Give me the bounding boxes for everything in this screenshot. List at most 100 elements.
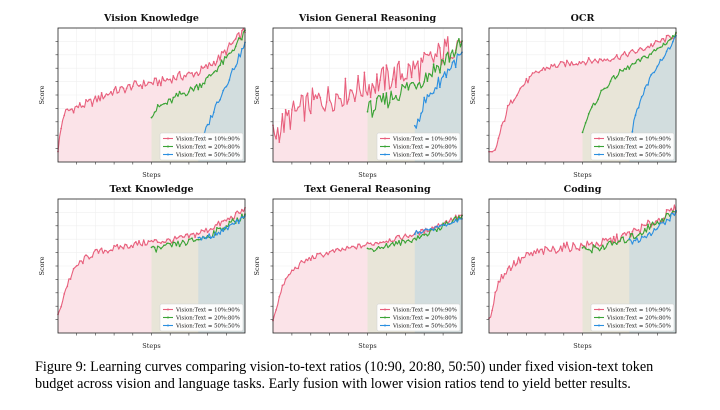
data-point bbox=[216, 233, 218, 236]
data-point bbox=[640, 235, 643, 238]
x-axis-label: Steps bbox=[573, 342, 591, 350]
data-point bbox=[135, 241, 137, 243]
data-point bbox=[575, 63, 578, 65]
data-point bbox=[175, 92, 178, 95]
chart-title: Text Knowledge bbox=[109, 184, 193, 195]
data-point bbox=[291, 109, 293, 111]
data-point bbox=[172, 75, 175, 77]
data-point bbox=[575, 247, 578, 250]
data-point bbox=[404, 241, 407, 244]
data-point bbox=[525, 77, 528, 80]
data-point bbox=[491, 309, 493, 312]
data-point bbox=[509, 269, 512, 272]
data-point bbox=[75, 105, 78, 108]
data-point bbox=[160, 247, 162, 250]
data-point bbox=[556, 250, 559, 253]
data-point bbox=[398, 99, 400, 102]
data-point bbox=[600, 58, 603, 61]
x-axis-label: Steps bbox=[358, 171, 376, 179]
data-point bbox=[407, 239, 410, 241]
data-point bbox=[631, 242, 634, 245]
data-point bbox=[662, 221, 665, 224]
data-point bbox=[322, 255, 325, 258]
legend-marker bbox=[167, 153, 169, 156]
data-point bbox=[547, 248, 550, 251]
data-point bbox=[647, 219, 649, 222]
data-point bbox=[566, 241, 568, 244]
data-point bbox=[581, 244, 584, 247]
data-point bbox=[335, 248, 337, 251]
data-point bbox=[587, 248, 590, 251]
data-point bbox=[344, 77, 347, 80]
data-point bbox=[178, 90, 181, 93]
legend-marker bbox=[167, 324, 169, 327]
data-point bbox=[445, 76, 448, 79]
data-point bbox=[650, 53, 652, 55]
data-point bbox=[404, 77, 407, 80]
data-point bbox=[606, 58, 609, 61]
data-point bbox=[156, 84, 159, 87]
data-point bbox=[178, 235, 181, 238]
data-point bbox=[372, 86, 375, 89]
data-point bbox=[287, 273, 290, 276]
data-point bbox=[379, 247, 381, 250]
legend-marker bbox=[598, 153, 600, 156]
figure-caption: Figure 9: Learning curves comparing visi… bbox=[35, 359, 654, 392]
data-point bbox=[587, 56, 590, 59]
data-point bbox=[60, 305, 62, 308]
series-line-3 bbox=[628, 35, 677, 149]
data-point bbox=[451, 221, 454, 224]
data-point bbox=[166, 78, 168, 80]
data-point bbox=[615, 243, 618, 245]
data-point bbox=[209, 115, 212, 117]
legend-entry: Vision:Text = 50%:50% bbox=[392, 153, 457, 159]
data-point bbox=[363, 71, 366, 74]
legend-box bbox=[376, 303, 461, 332]
data-point bbox=[445, 224, 448, 227]
data-point bbox=[212, 230, 215, 232]
series-markers-3 bbox=[197, 215, 246, 241]
series-markers-2 bbox=[150, 29, 246, 119]
data-point bbox=[435, 55, 438, 58]
data-point bbox=[420, 57, 422, 60]
legend-marker bbox=[598, 137, 600, 140]
data-point bbox=[562, 61, 565, 64]
data-point bbox=[206, 236, 209, 239]
legend-entry: Vision:Text = 10%:90% bbox=[175, 137, 240, 143]
data-point bbox=[163, 79, 165, 82]
data-point bbox=[665, 50, 668, 53]
data-point bbox=[628, 231, 631, 233]
data-point bbox=[631, 130, 634, 133]
data-point bbox=[656, 47, 659, 50]
data-point bbox=[376, 73, 378, 75]
data-point bbox=[519, 261, 522, 264]
data-point bbox=[619, 58, 621, 61]
data-point bbox=[241, 47, 243, 50]
legend-marker bbox=[167, 145, 169, 148]
data-point bbox=[163, 241, 165, 244]
data-point bbox=[622, 70, 624, 72]
data-point bbox=[643, 224, 646, 227]
data-point bbox=[432, 92, 435, 94]
data-point bbox=[656, 65, 659, 68]
data-point bbox=[172, 96, 175, 99]
data-point bbox=[128, 246, 131, 249]
data-point bbox=[382, 241, 385, 243]
data-point bbox=[388, 244, 391, 247]
data-point bbox=[181, 92, 184, 95]
data-point bbox=[606, 243, 609, 245]
data-point bbox=[388, 238, 391, 240]
data-point bbox=[184, 75, 187, 78]
data-point bbox=[506, 267, 509, 270]
data-point bbox=[181, 239, 184, 242]
data-point bbox=[135, 80, 137, 83]
data-point bbox=[541, 248, 543, 251]
data-point bbox=[379, 95, 381, 97]
data-point bbox=[442, 222, 444, 225]
data-point bbox=[385, 92, 388, 94]
data-point bbox=[200, 65, 203, 68]
data-point bbox=[442, 224, 444, 227]
data-point bbox=[647, 233, 649, 236]
data-point bbox=[119, 245, 122, 247]
legend-box bbox=[159, 132, 244, 161]
